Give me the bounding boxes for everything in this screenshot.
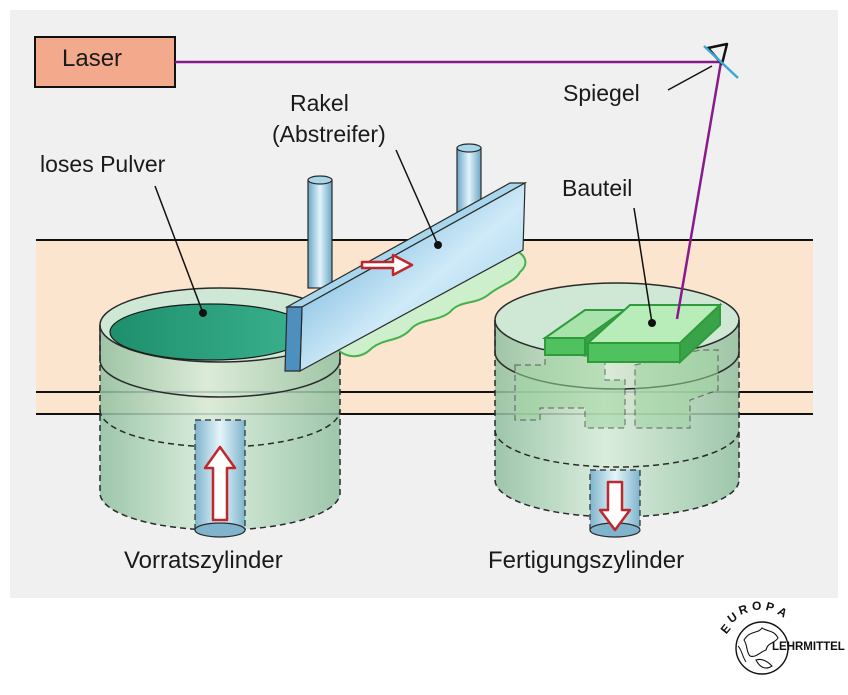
leader-mirror bbox=[667, 65, 713, 91]
build-cylinder-label: Fertigungszylinder bbox=[488, 547, 685, 574]
europa-lehrmittel-logo: E U R O P A LEHRMITTEL bbox=[716, 599, 846, 690]
svg-text:U: U bbox=[725, 609, 740, 625]
mirror-icon bbox=[703, 42, 739, 79]
laser-box bbox=[34, 36, 176, 88]
squeegee-label-line2: (Abstreifer) bbox=[272, 121, 386, 147]
svg-text:P: P bbox=[764, 600, 775, 615]
svg-text:O: O bbox=[752, 600, 761, 613]
squeegee bbox=[284, 143, 528, 373]
leader-powder bbox=[154, 185, 204, 314]
svg-text:R: R bbox=[737, 602, 750, 618]
supply-cylinder-label: Vorratszylinder bbox=[124, 547, 283, 574]
part-label: Bauteil bbox=[562, 175, 633, 201]
build-cylinder bbox=[494, 282, 740, 538]
mirror-label: Spiegel bbox=[563, 80, 640, 106]
move-right-arrow-icon bbox=[360, 253, 414, 277]
svg-text:LEHRMITTEL: LEHRMITTEL bbox=[772, 641, 845, 653]
leader-squeegee bbox=[395, 149, 439, 246]
leader-part bbox=[633, 207, 653, 324]
powder-bed bbox=[109, 303, 311, 361]
svg-text:A: A bbox=[775, 604, 790, 621]
down-arrow-icon bbox=[598, 480, 632, 532]
powder-label: loses Pulver bbox=[40, 151, 166, 177]
supply-cylinder bbox=[99, 287, 341, 538]
squeegee-rod-left bbox=[307, 179, 333, 289]
squeegee-label-line1: Rakel bbox=[290, 90, 349, 116]
up-arrow-icon bbox=[203, 445, 237, 522]
laser-label: Laser bbox=[62, 45, 123, 72]
